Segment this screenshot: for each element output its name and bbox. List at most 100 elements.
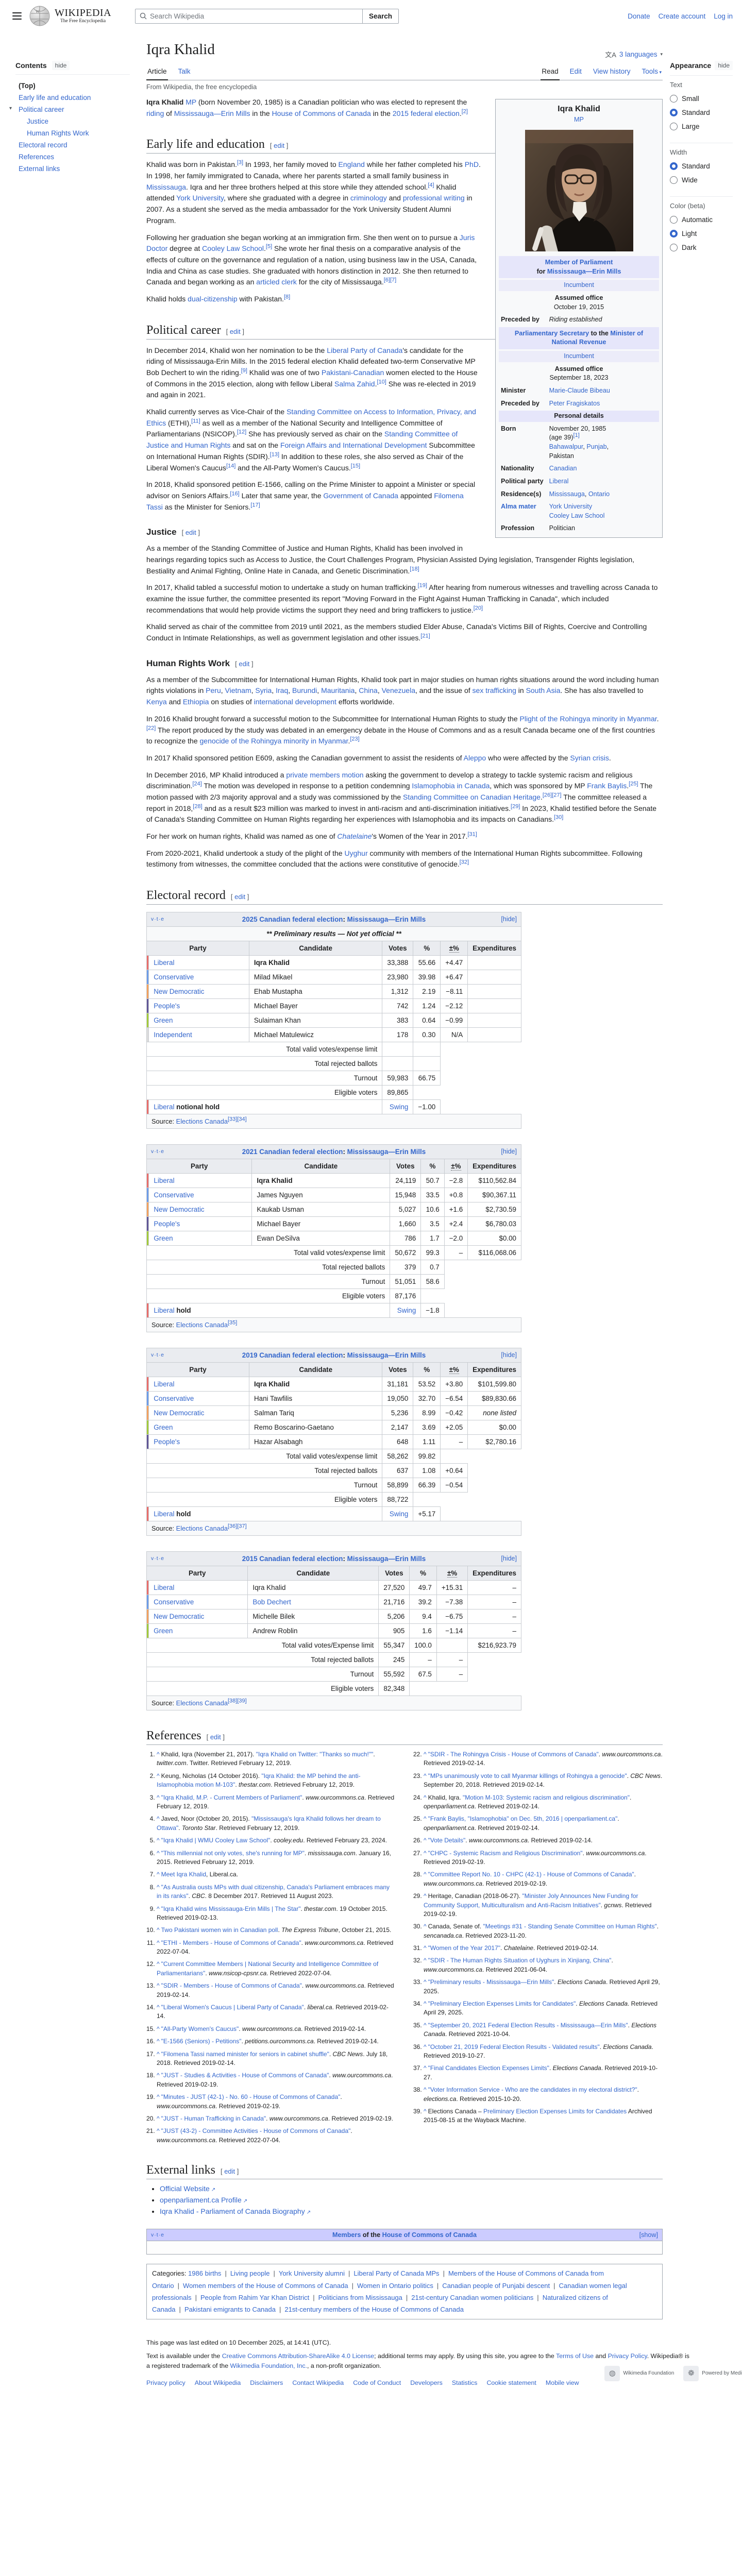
sidebar-item-human-rights-work[interactable]: Human Rights Work: [15, 127, 130, 139]
ref-backlink[interactable]: ^: [424, 1815, 427, 1823]
ref-backlink[interactable]: ^: [424, 1892, 427, 1900]
wiki-link[interactable]: riding: [146, 109, 164, 117]
wiki-link[interactable]: Member of Parliament: [545, 259, 613, 266]
wiki-link[interactable]: Islamophobia in Canada: [412, 782, 490, 790]
reference-title-link[interactable]: "MPs unanimously vote to call Myanmar ki…: [428, 1772, 627, 1780]
sidebar-item-references[interactable]: References: [15, 151, 130, 163]
ref-backlink[interactable]: ^: [157, 1837, 160, 1844]
vte-links[interactable]: v·t·e: [151, 1555, 164, 1562]
ref-backlink[interactable]: ^: [157, 2004, 160, 2011]
tab-read[interactable]: Read: [541, 64, 560, 80]
footer-link-contact-wikipedia[interactable]: Contact Wikipedia: [292, 2379, 344, 2386]
ref-backlink[interactable]: ^: [424, 1923, 427, 1930]
election-year-link[interactable]: 2021 Canadian federal election: [242, 1148, 343, 1156]
citation-link[interactable]: [32]: [459, 859, 469, 866]
edit-link[interactable]: edit: [274, 142, 285, 150]
election-year-link[interactable]: 2019 Canadian federal election: [242, 1351, 343, 1360]
wiki-link[interactable]: Privacy Policy: [608, 2352, 647, 2360]
ref-backlink[interactable]: ^: [424, 2000, 427, 2008]
reference-title-link[interactable]: "Liberal Women's Caucus | Liberal Party …: [161, 2004, 304, 2011]
category-link[interactable]: Naturalized citizens of Canada: [152, 2293, 608, 2314]
citation-link[interactable]: [36][37]: [227, 1523, 247, 1530]
radio-button[interactable]: [670, 123, 678, 130]
reference-title-link[interactable]: "SDIR - Members - House of Commons of Ca…: [161, 1982, 302, 1990]
reference-title-link[interactable]: "Iqra Khalid on Twitter: "Thanks so much…: [256, 1751, 374, 1758]
reference-title-link[interactable]: "JUST (43-2) - Committee Activities - Ho…: [161, 2127, 351, 2135]
citation-link[interactable]: [35]: [227, 1319, 238, 1326]
category-link[interactable]: Canadian people of Punjabi descent: [442, 2281, 550, 2290]
wiki-link[interactable]: Venezuela: [381, 686, 415, 695]
appearance-hide-button[interactable]: hide: [715, 61, 733, 70]
citation-link[interactable]: [8]: [283, 294, 291, 300]
reference-title-link[interactable]: "Iqra Khalid wins Mississauga-Erin Mills…: [161, 1905, 301, 1912]
ref-backlink[interactable]: ^: [424, 1978, 427, 1986]
vte-links[interactable]: v·t·e: [151, 916, 164, 923]
contents-hide-button[interactable]: hide: [52, 61, 70, 70]
hide-link[interactable]: [hide]: [501, 1148, 517, 1156]
category-link[interactable]: Women in Ontario politics: [357, 2281, 433, 2290]
party-link[interactable]: Liberal: [154, 1584, 175, 1592]
wiki-link[interactable]: Minister of National Revenue: [551, 329, 644, 346]
edit-link[interactable]: edit: [239, 659, 250, 668]
search-input[interactable]: Search Wikipedia: [135, 8, 362, 24]
swing-link[interactable]: Swing: [389, 1103, 409, 1111]
wiki-link[interactable]: England: [338, 160, 365, 169]
toc-link[interactable]: References: [19, 153, 55, 161]
wiki-link[interactable]: York University: [176, 194, 224, 202]
wiki-link[interactable]: Terms of Use: [556, 2352, 594, 2360]
footer-link-disclaimers[interactable]: Disclaimers: [250, 2379, 283, 2386]
party-link[interactable]: Conservative: [154, 973, 194, 981]
wiki-link[interactable]: private members motion: [286, 770, 364, 779]
navbox-title-link-hoc[interactable]: House of Commons of Canada: [382, 2231, 477, 2239]
citation-link[interactable]: [4]: [428, 182, 434, 189]
radio-option-small[interactable]: Small: [670, 95, 733, 103]
footer-link-cookie-statement[interactable]: Cookie statement: [486, 2379, 536, 2386]
hide-link[interactable]: [hide]: [501, 1555, 517, 1563]
wiki-link[interactable]: Salma Zahid: [334, 379, 375, 388]
tab-tools[interactable]: Tools ▾: [642, 67, 662, 75]
wiki-link[interactable]: Cooley Law School: [549, 512, 605, 519]
reference-title-link[interactable]: "Voter Information Service - Who are the…: [428, 2086, 637, 2094]
sidebar-item-external-links[interactable]: External links: [15, 163, 130, 175]
citation-link[interactable]: [9]: [241, 367, 247, 374]
navbox-title-link-members[interactable]: Members: [332, 2231, 361, 2239]
toc-link[interactable]: Human Rights Work: [27, 129, 89, 137]
wiki-link[interactable]: Canadian: [549, 465, 577, 472]
reference-title-link[interactable]: "Motion M-103: Systemic racism and relig…: [463, 1793, 630, 1801]
ref-backlink[interactable]: ^: [424, 2086, 427, 2094]
citation-link[interactable]: [10]: [377, 379, 386, 385]
ref-backlink[interactable]: ^: [157, 1982, 160, 1990]
vte-links[interactable]: v·t·e: [151, 1148, 164, 1155]
create-account-link[interactable]: Create account: [658, 12, 706, 20]
wiki-link[interactable]: Liberal: [549, 477, 569, 485]
ref-backlink[interactable]: ^: [157, 1751, 160, 1758]
ref-backlink[interactable]: ^: [157, 1939, 160, 1946]
reference-title-link[interactable]: "Minister Joly Announces New Funding for…: [424, 1892, 638, 1909]
toc-link[interactable]: Justice: [27, 117, 49, 125]
ref-backlink[interactable]: ^: [157, 1849, 160, 1857]
edit-link[interactable]: edit: [224, 2167, 235, 2176]
vte-links[interactable]: v·t·e: [151, 1352, 164, 1359]
wiki-link[interactable]: Liberal Party of Canada: [327, 346, 403, 354]
citation-link[interactable]: [22]: [146, 724, 156, 731]
citation-link[interactable]: [2]: [461, 108, 468, 115]
citation-link[interactable]: [33][34]: [227, 1116, 247, 1123]
ref-backlink[interactable]: ^: [157, 2038, 160, 2045]
wiki-link[interactable]: Mississauga: [146, 182, 187, 191]
wiki-link[interactable]: Burundi: [292, 686, 317, 695]
wiki-link[interactable]: Mauritania: [321, 686, 355, 695]
party-link[interactable]: New Democratic: [154, 1409, 205, 1417]
external-link[interactable]: Iqra Khalid - Parliament of Canada Biogr…: [160, 2207, 305, 2216]
party-link[interactable]: Independent: [154, 1031, 192, 1039]
ref-backlink[interactable]: ^: [424, 2064, 427, 2072]
radio-option-light[interactable]: Light: [670, 230, 733, 238]
wiki-link[interactable]: Filomena Tassi: [146, 491, 464, 511]
party-link[interactable]: Conservative: [154, 1395, 194, 1403]
radio-button[interactable]: [670, 95, 678, 103]
footer-link-about-wikipedia[interactable]: About Wikipedia: [194, 2379, 241, 2386]
incumbent-link[interactable]: Incumbent: [564, 352, 594, 360]
wiki-link[interactable]: Plight of the Rohingya minority in Myanm…: [519, 714, 657, 723]
category-link[interactable]: 21st-century Canadian women politicians: [411, 2293, 534, 2301]
wiki-link[interactable]: Ethiopia: [182, 698, 209, 706]
wiki-link[interactable]: Aleppo: [463, 753, 486, 762]
